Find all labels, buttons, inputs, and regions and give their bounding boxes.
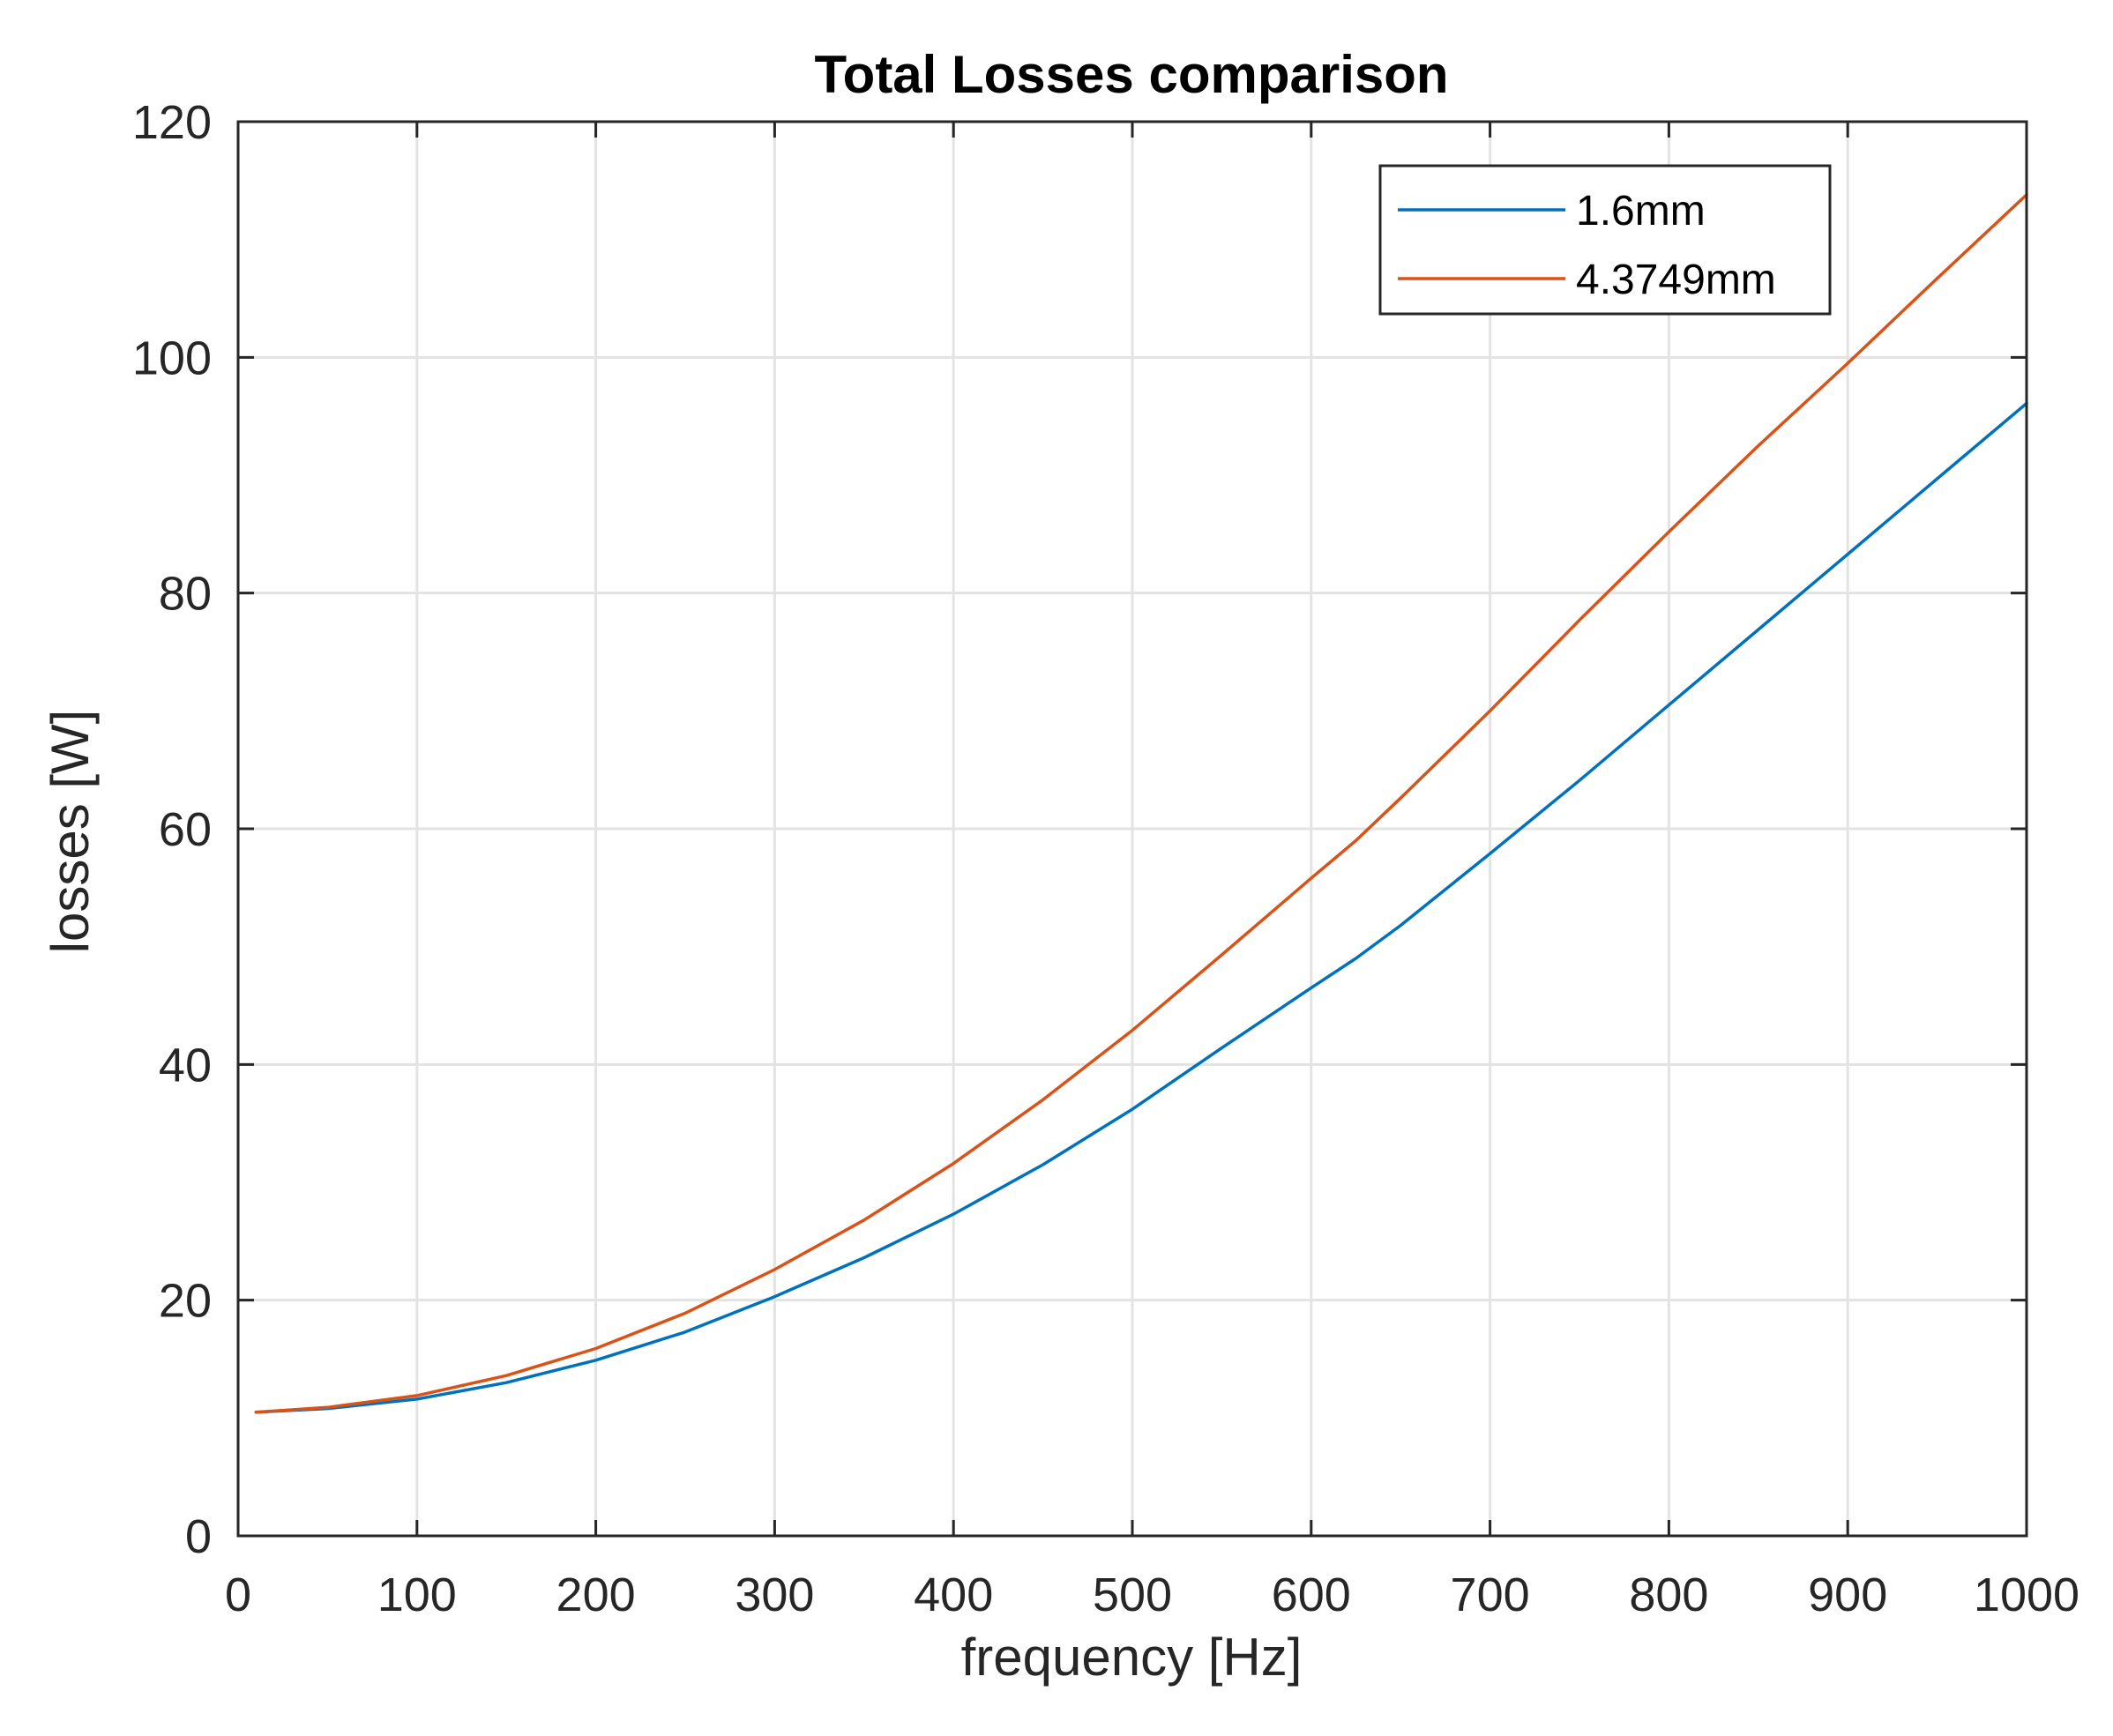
- legend-label-2: 4.3749mm: [1576, 257, 1776, 303]
- x-tick-label: 500: [1093, 1568, 1172, 1621]
- series-group: [254, 193, 2028, 1414]
- legend: 1.6mm 4.3749mm: [1378, 164, 1832, 316]
- x-tick-label: 400: [914, 1568, 993, 1621]
- axes: 0 100 200 300 400 500 600 700 800 900 1000 0 20 40 60 8…: [132, 96, 2079, 1621]
- x-tick-label: 700: [1451, 1568, 1530, 1621]
- y-tick-label: 60: [159, 803, 212, 856]
- x-tick-label: 800: [1629, 1568, 1708, 1621]
- x-tick-label: 100: [377, 1568, 457, 1621]
- y-axis-label: losses [W]: [41, 710, 100, 954]
- chart-title: Total Losses comparison: [814, 45, 1448, 104]
- axes-box: [236, 120, 2028, 1538]
- x-tick-label: 0: [225, 1568, 251, 1621]
- y-tick-label: 0: [185, 1510, 212, 1563]
- x-tick-label: 1000: [1974, 1568, 2079, 1621]
- legend-label-1: 1.6mm: [1576, 188, 1706, 235]
- y-tick-label: 20: [159, 1275, 212, 1328]
- y-tick-label: 120: [132, 96, 212, 149]
- y-tick-label: 80: [159, 568, 212, 621]
- x-axis-label: frequency [Hz]: [961, 1628, 1303, 1687]
- series-line-2: [254, 193, 2028, 1414]
- legend-box: [1378, 164, 1832, 316]
- series-line-1: [254, 401, 2028, 1414]
- x-tick-label: 600: [1272, 1568, 1351, 1621]
- y-tick-label: 100: [132, 332, 212, 384]
- y-tick-label: 40: [159, 1039, 212, 1092]
- x-tick-label: 300: [735, 1568, 814, 1621]
- x-tick-label: 900: [1808, 1568, 1887, 1621]
- x-tick-label: 200: [556, 1568, 636, 1621]
- grid-lines: [236, 120, 2028, 1538]
